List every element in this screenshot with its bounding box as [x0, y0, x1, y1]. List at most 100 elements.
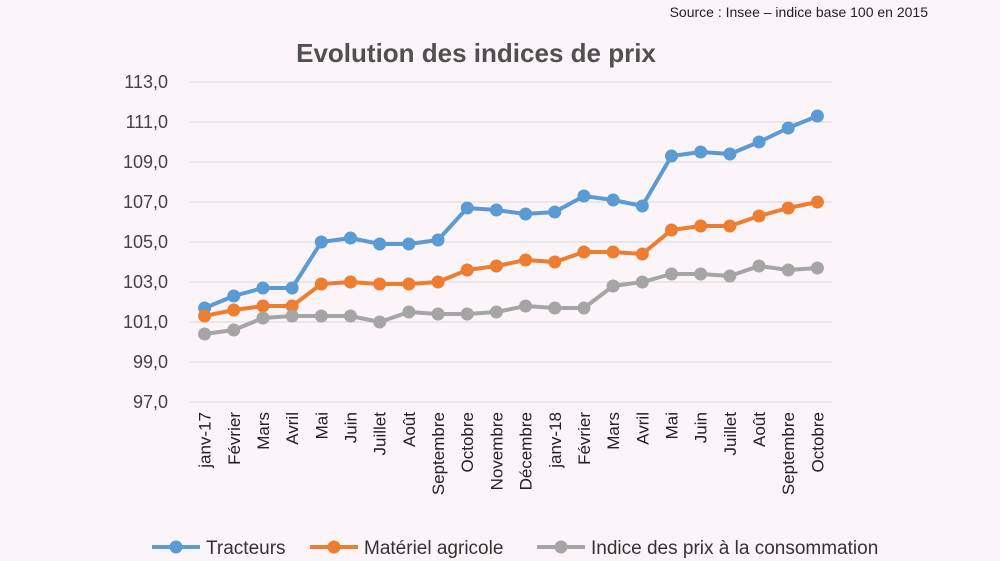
source-note: Source : Insee – indice base 100 en 2015	[669, 4, 928, 20]
chart-title: Evolution des indices de prix	[296, 38, 656, 68]
y-tick-label: 113,0	[124, 72, 168, 92]
data-point	[606, 245, 620, 259]
data-point	[810, 195, 824, 209]
data-point	[402, 237, 416, 251]
data-point	[577, 189, 591, 203]
data-point	[373, 277, 387, 291]
data-point	[402, 277, 416, 291]
x-tick-label: Février	[575, 412, 594, 465]
x-tick-label: Juillet	[721, 412, 740, 456]
data-point	[489, 259, 503, 273]
data-point	[460, 307, 474, 321]
x-tick-label: Février	[225, 412, 244, 465]
x-tick-label: Mars	[604, 412, 623, 450]
data-point	[519, 299, 533, 313]
data-point	[723, 219, 737, 233]
x-tick-label: Août	[400, 412, 419, 447]
x-tick-label: Mai	[312, 412, 331, 439]
x-tick-label: janv-17	[196, 412, 215, 469]
x-tick-label: Novembre	[487, 412, 506, 490]
x-tick-label: Septembre	[429, 412, 448, 495]
data-point	[314, 309, 328, 323]
data-point	[635, 199, 649, 213]
data-point	[431, 275, 445, 289]
x-tick-label: Juin	[692, 412, 711, 443]
data-point	[752, 259, 766, 273]
x-axis: janv-17 Février Mars Avril Mai Juin Juillet Aoû…	[196, 412, 828, 495]
y-tick-label: 107,0	[123, 192, 168, 212]
data-point	[723, 147, 737, 161]
data-point	[577, 245, 591, 259]
data-point	[227, 289, 241, 303]
data-point	[781, 121, 795, 135]
data-point	[694, 267, 708, 281]
data-point	[344, 309, 357, 323]
y-tick-label: 97,0	[133, 392, 168, 412]
data-point	[694, 219, 708, 233]
data-point	[256, 299, 270, 313]
legend-marker	[327, 540, 341, 554]
data-point	[752, 135, 766, 149]
data-point	[781, 201, 795, 215]
data-point	[344, 231, 357, 245]
y-axis: 97,0 99,0 101,0 103,0 105,0 107,0 109,0 111,0 11…	[123, 72, 168, 412]
x-tick-label: Septembre	[779, 412, 798, 495]
series-line-0	[203, 114, 819, 310]
data-point	[373, 315, 387, 329]
data-point	[489, 203, 503, 217]
data-point	[606, 193, 620, 207]
x-tick-label: Août	[750, 412, 769, 447]
data-point	[198, 309, 212, 323]
data-point	[256, 281, 270, 295]
x-tick-label: Décembre	[517, 412, 536, 490]
data-point	[460, 263, 474, 277]
legend-label: Matériel agricole	[364, 538, 503, 559]
data-point	[489, 305, 503, 319]
data-point	[198, 327, 212, 341]
data-point	[548, 255, 562, 269]
y-tick-label: 99,0	[133, 352, 168, 372]
y-tick-label: 109,0	[123, 152, 168, 172]
y-tick-label: 105,0	[123, 232, 168, 252]
data-point	[227, 303, 241, 317]
data-point	[548, 301, 562, 315]
series-line-1	[204, 200, 818, 318]
grid	[190, 81, 832, 403]
data-point	[519, 207, 533, 221]
data-point	[635, 275, 649, 289]
data-point	[285, 299, 299, 313]
data-point	[548, 205, 562, 219]
x-tick-label: Juin	[342, 412, 361, 443]
data-point	[606, 279, 620, 293]
data-point	[314, 277, 328, 291]
data-point	[519, 253, 533, 267]
series-layer	[198, 109, 824, 341]
x-tick-label: Juillet	[371, 412, 390, 456]
legend-marker	[554, 540, 568, 554]
data-point	[723, 269, 737, 283]
x-tick-label: Mars	[254, 412, 273, 450]
data-point	[665, 267, 678, 281]
data-point	[373, 237, 387, 251]
data-point	[431, 307, 445, 321]
data-point	[810, 109, 824, 123]
series-line-2	[204, 264, 818, 336]
x-tick-label: Avril	[283, 412, 302, 445]
x-tick-label: Octobre	[808, 412, 827, 472]
data-point	[781, 263, 795, 277]
data-point	[227, 323, 241, 337]
data-point	[635, 247, 649, 261]
data-point	[285, 281, 299, 295]
x-tick-label: Mai	[663, 412, 682, 439]
data-point	[285, 309, 299, 323]
x-tick-label: Avril	[633, 412, 652, 445]
legend: Tracteurs Matériel agricole Indice des pri…	[152, 538, 878, 559]
data-point	[460, 201, 474, 215]
data-point	[810, 261, 824, 275]
data-point	[402, 305, 416, 319]
y-tick-label: 103,0	[123, 272, 168, 292]
data-point	[314, 235, 328, 249]
legend-label: Indice des prix à la consommation	[591, 538, 878, 559]
data-point	[344, 275, 357, 289]
